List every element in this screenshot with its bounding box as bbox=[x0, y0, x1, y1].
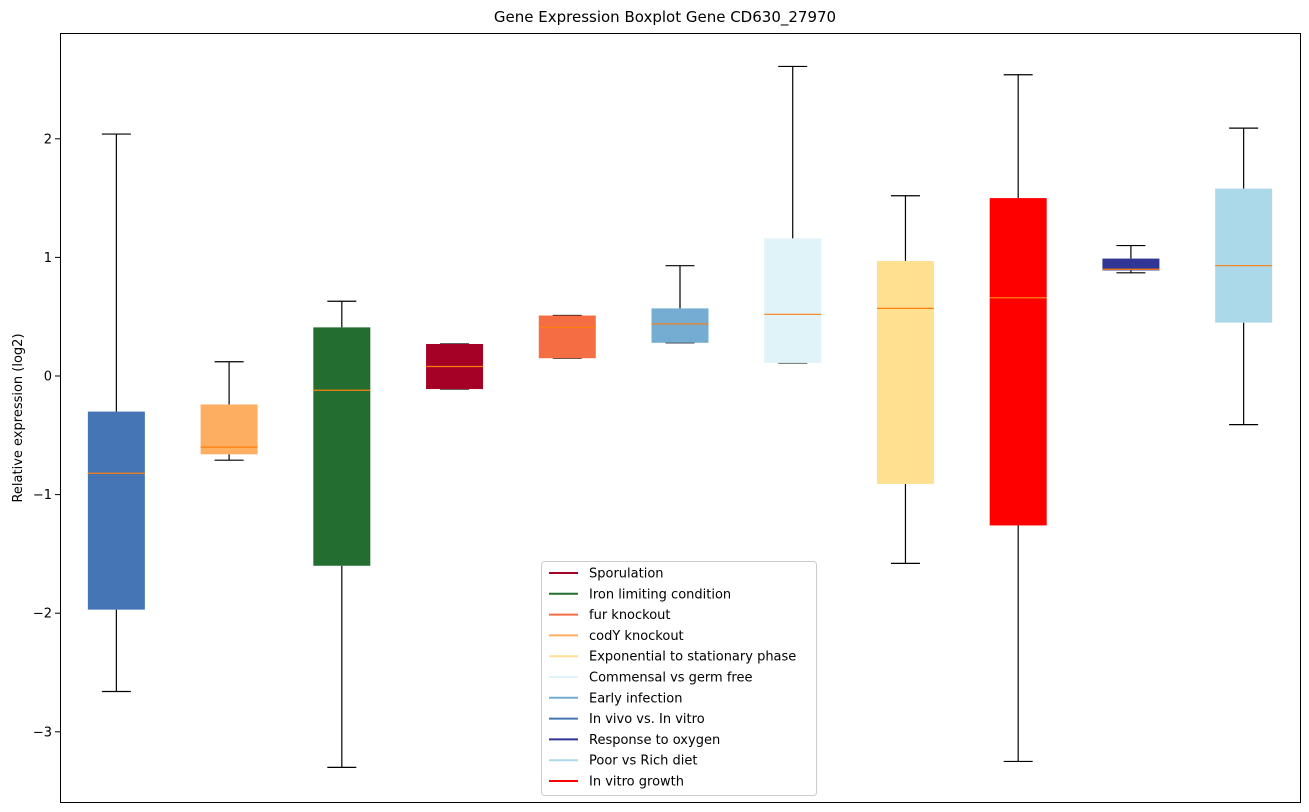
box-response-to-oxygen bbox=[1102, 244, 1160, 274]
y-axis-label: Relative expression (log2) bbox=[11, 333, 26, 502]
iqr-box bbox=[200, 404, 258, 455]
legend-item: codY knockout bbox=[549, 629, 684, 644]
chart-title: Gene Expression Boxplot Gene CD630_27970 bbox=[494, 8, 836, 27]
legend-label: Response to oxygen bbox=[589, 733, 720, 748]
legend-label: Commensal vs germ free bbox=[589, 671, 752, 686]
y-axis: −3 −2 −1 0 1 2 bbox=[33, 132, 60, 740]
iqr-box bbox=[1215, 188, 1273, 323]
legend: Sporulation Iron limiting condition fur kn… bbox=[541, 561, 817, 796]
legend-item: Poor vs Rich diet bbox=[549, 754, 697, 769]
box-commensal-vs-germ-free bbox=[764, 65, 822, 364]
box-sporulation bbox=[426, 343, 484, 390]
iqr-box bbox=[313, 327, 371, 566]
iqr-box bbox=[87, 411, 145, 610]
box-fur-knockout bbox=[538, 314, 596, 359]
box-early-infection bbox=[651, 265, 709, 344]
iqr-box bbox=[989, 198, 1047, 526]
box-cody-knockout bbox=[200, 361, 258, 461]
y-tick-label: 2 bbox=[44, 132, 52, 147]
iqr-box bbox=[538, 315, 596, 359]
legend-label: Sporulation bbox=[589, 567, 664, 582]
y-tick-label: −2 bbox=[33, 607, 52, 622]
legend-item: Iron limiting condition bbox=[549, 587, 731, 602]
iqr-box bbox=[876, 260, 934, 484]
iqr-box bbox=[764, 238, 822, 363]
legend-item: Response to oxygen bbox=[549, 733, 720, 748]
box-exponential-to-stationary-phase bbox=[876, 195, 934, 564]
y-tick-label: 1 bbox=[44, 251, 52, 266]
legend-label: Exponential to stationary phase bbox=[589, 650, 796, 665]
box-in-vitro-growth bbox=[989, 74, 1047, 763]
axes-frame bbox=[60, 33, 1301, 803]
y-tick-label: 0 bbox=[44, 370, 52, 385]
y-tick-label: −1 bbox=[33, 488, 52, 503]
box-iron-limiting-condition bbox=[313, 300, 371, 768]
legend-label: fur knockout bbox=[589, 608, 671, 623]
legend-item: Exponential to stationary phase bbox=[549, 650, 796, 665]
legend-label: Early infection bbox=[589, 691, 682, 706]
legend-item: fur knockout bbox=[549, 608, 671, 623]
legend-label: Iron limiting condition bbox=[589, 587, 731, 602]
legend-item: Early infection bbox=[549, 691, 682, 706]
legend-label: Poor vs Rich diet bbox=[589, 754, 697, 769]
box-poor-vs-rich-diet bbox=[1215, 127, 1273, 426]
legend-label: codY knockout bbox=[589, 629, 684, 644]
iqr-box bbox=[651, 308, 709, 343]
legend-item: In vitro growth bbox=[549, 775, 684, 790]
legend-label: In vitro growth bbox=[589, 775, 684, 790]
y-tick-label: −3 bbox=[33, 725, 52, 740]
boxes-group bbox=[87, 65, 1273, 768]
legend-item: Commensal vs germ free bbox=[549, 671, 752, 686]
legend-item: Sporulation bbox=[549, 567, 664, 582]
iqr-box bbox=[1102, 258, 1160, 271]
box-in-vivo-vs-in-vitro bbox=[87, 133, 145, 693]
legend-item: In vivo vs. In vitro bbox=[549, 712, 705, 727]
legend-label: In vivo vs. In vitro bbox=[589, 712, 705, 727]
legend-box bbox=[541, 561, 817, 796]
